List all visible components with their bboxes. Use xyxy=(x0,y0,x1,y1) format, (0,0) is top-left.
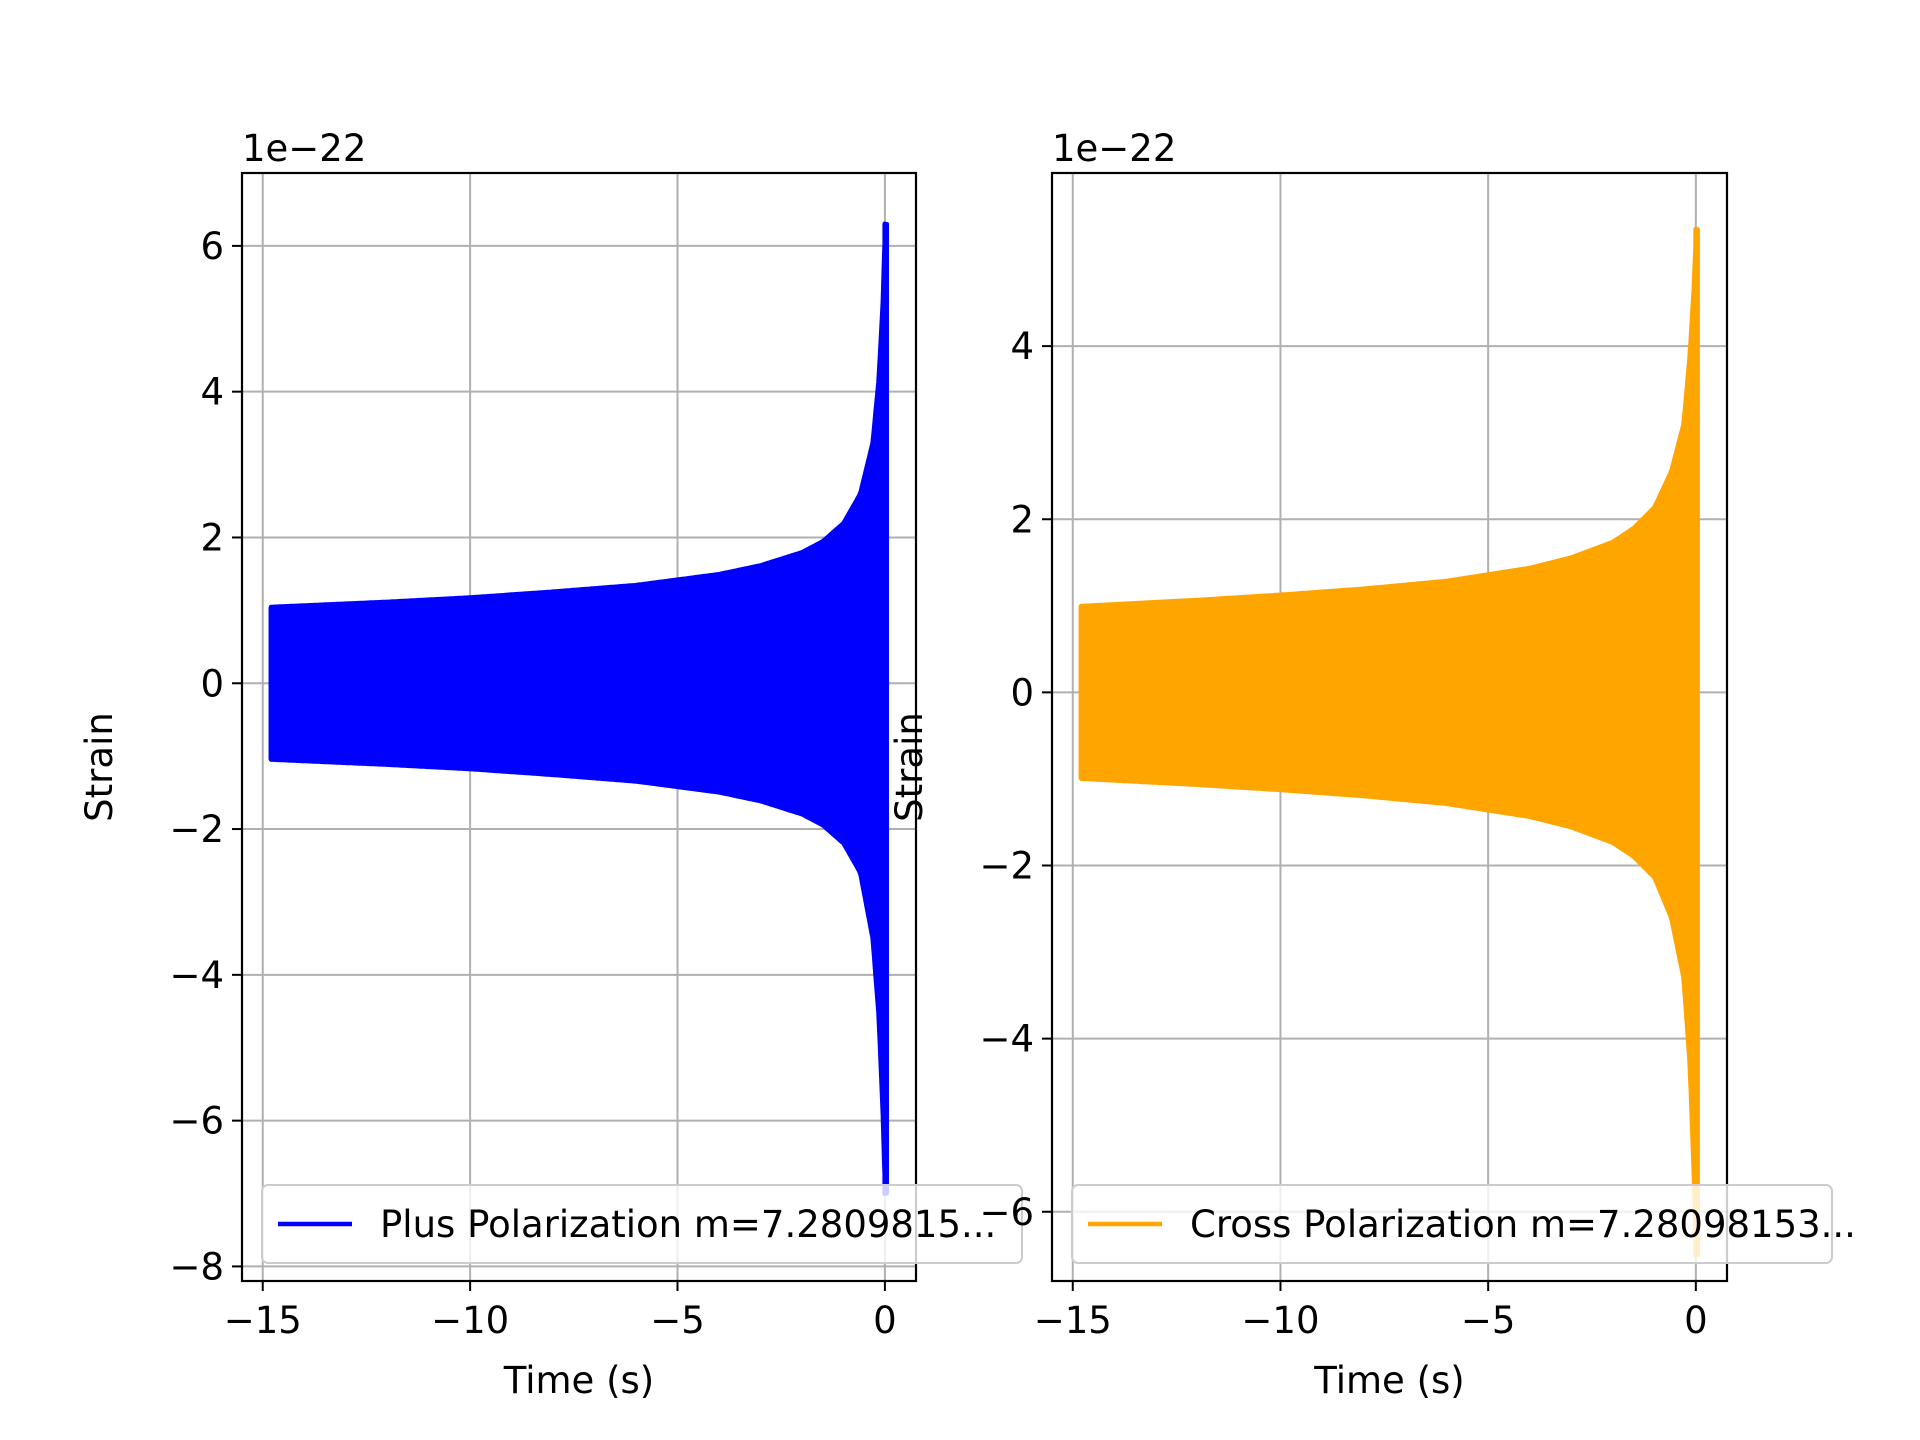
cross-y-tick-label: 2 xyxy=(1010,498,1034,541)
plus-x-tick-label: 0 xyxy=(873,1299,897,1342)
cross-y-axis-label: Strain xyxy=(888,712,931,822)
plus-legend: Plus Polarization m=7.2809815... xyxy=(261,1184,1023,1264)
plus-y-tick-label: 4 xyxy=(200,371,224,414)
plus-y-tick-label: −4 xyxy=(169,954,224,997)
cross-y-tick-label: −2 xyxy=(979,845,1034,888)
cross-y-tick-label: 0 xyxy=(1010,671,1034,714)
plus-legend-label: Plus Polarization m=7.2809815... xyxy=(380,1203,996,1246)
plus-x-tick-label: −15 xyxy=(224,1299,302,1342)
cross-legend-label: Cross Polarization m=7.28098153... xyxy=(1190,1203,1856,1246)
cross-x-tick-label: −5 xyxy=(1461,1299,1516,1342)
plus-y-tick-label: 6 xyxy=(200,225,224,268)
cross-legend-box xyxy=(1071,1184,1833,1264)
plus-axes-frame xyxy=(240,171,918,1283)
plus-y-tick-label: −2 xyxy=(169,808,224,851)
cross-x-ticks: −15 −10 −5 0 xyxy=(1034,1281,1708,1342)
plus-y-tick-label: 0 xyxy=(200,662,224,705)
cross-x-axis-label: Time (s) xyxy=(1313,1359,1464,1402)
plus-x-ticks: −15 −10 −5 0 xyxy=(224,1281,897,1342)
plus-y-axis-label: Strain xyxy=(78,712,121,822)
plus-x-axis-label: Time (s) xyxy=(503,1359,654,1402)
cross-x-tick-label: −10 xyxy=(1241,1299,1319,1342)
plus-x-tick-label: −10 xyxy=(431,1299,509,1342)
plus-y-ticks: −8 −6 −4 −2 0 2 4 6 xyxy=(169,225,242,1288)
cross-polarization-axes: −15 −10 −5 0 −6 −4 −2 0 2 4 Time (s) Strain 1e−2… xyxy=(888,127,1856,1402)
plus-polarization-axes: −15 −10 −5 0 −8 −6 −4 −2 0 2 4 6 Time (s) Strain 1… xyxy=(78,127,1023,1402)
cross-y-ticks: −6 −4 −2 0 2 4 xyxy=(979,325,1052,1234)
plus-legend-box xyxy=(261,1184,1023,1264)
cross-x-tick-label: 0 xyxy=(1684,1299,1708,1342)
cross-y-offset-text: 1e−22 xyxy=(1052,127,1176,170)
cross-legend: Cross Polarization m=7.28098153... xyxy=(1071,1184,1856,1264)
cross-x-tick-label: −15 xyxy=(1034,1299,1112,1342)
cross-y-tick-label: −4 xyxy=(979,1018,1034,1061)
plus-y-offset-text: 1e−22 xyxy=(242,127,366,170)
plus-x-tick-label: −5 xyxy=(650,1299,705,1342)
plus-y-tick-label: 2 xyxy=(200,516,224,559)
plus-y-tick-label: −6 xyxy=(169,1100,224,1143)
cross-axes-frame xyxy=(1050,171,1729,1283)
plus-y-tick-label: −8 xyxy=(169,1245,224,1288)
cross-y-tick-label: −6 xyxy=(979,1191,1034,1234)
cross-y-tick-label: 4 xyxy=(1010,325,1034,368)
